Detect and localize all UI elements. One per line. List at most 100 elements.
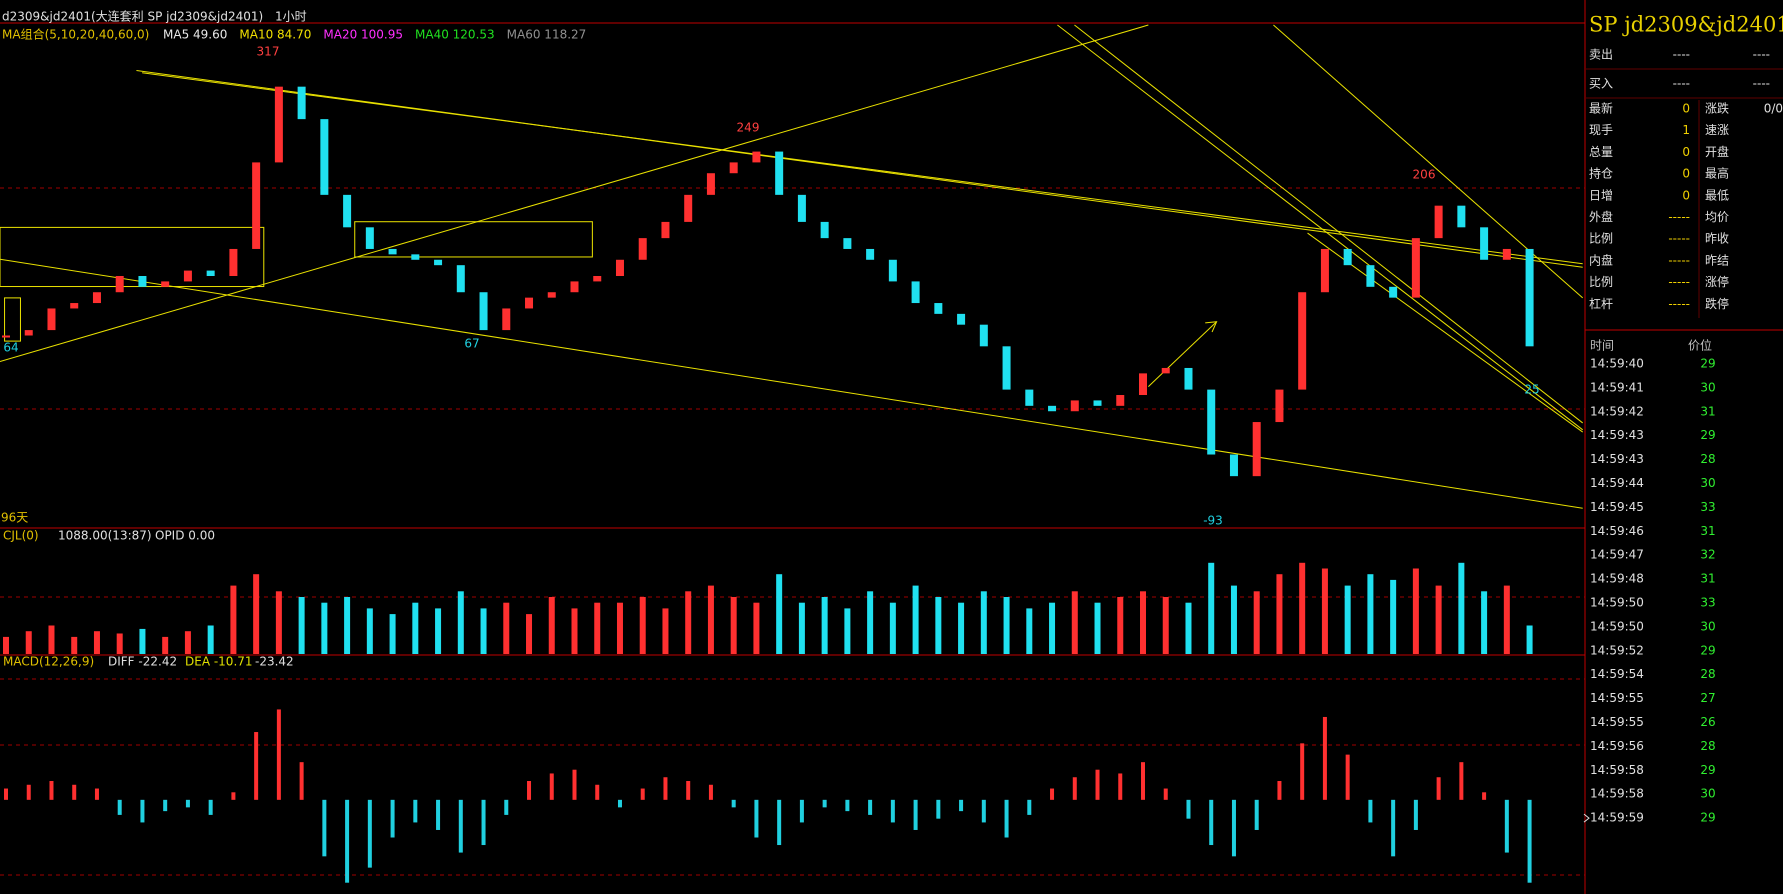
volume-bar	[1094, 602, 1101, 654]
candle	[115, 276, 124, 293]
volume-bar	[1162, 597, 1169, 654]
macd-bar	[708, 784, 713, 800]
candle	[47, 308, 56, 331]
macd-bar	[1231, 799, 1236, 857]
quote-value: 0	[1682, 145, 1690, 159]
trade-price: 29	[1700, 428, 1715, 442]
volume-bar	[798, 602, 805, 654]
macd-bar	[822, 799, 827, 808]
quote-value: 0/0	[1764, 102, 1783, 116]
trade-time: 14:59:48	[1590, 572, 1644, 586]
volume-bar	[25, 631, 32, 654]
trade-time: 14:59:43	[1590, 452, 1644, 466]
volume-bar	[162, 636, 169, 654]
quote-label: 昨结	[1705, 253, 1729, 267]
quote-label: 最低	[1705, 188, 1729, 202]
quote-label: 杠杆	[1589, 296, 1613, 311]
quote-label: 比例	[1589, 232, 1613, 246]
macd-bar	[231, 792, 236, 800]
trend-lines	[0, 24, 1584, 509]
trade-price: 28	[1700, 739, 1715, 753]
volume-bar	[912, 585, 919, 654]
volume-bar	[526, 614, 533, 654]
candle	[570, 281, 579, 293]
candle	[934, 303, 943, 314]
quote-label: 比例	[1589, 275, 1613, 289]
quote-value: -----	[1668, 253, 1690, 267]
candle	[843, 238, 852, 249]
high-marker: 206	[1413, 168, 1436, 182]
volume-bar	[389, 614, 396, 654]
candle	[365, 227, 374, 249]
macd-bar	[185, 799, 190, 808]
macd-bar	[94, 788, 99, 800]
candle	[911, 281, 920, 304]
macd-bar	[1413, 799, 1418, 830]
trade-time: 14:59:44	[1590, 476, 1644, 490]
quote-label: 持仓	[1589, 166, 1613, 181]
volume-bar	[139, 628, 146, 654]
volume-bar	[3, 636, 9, 654]
trade-price: 30	[1700, 619, 1715, 633]
trade-time: 14:59:52	[1590, 643, 1644, 657]
quote-volume: ----	[1753, 48, 1770, 62]
macd-bar	[1004, 799, 1009, 838]
trade-price: 33	[1700, 500, 1715, 514]
trade-price: 33	[1700, 596, 1715, 610]
macd-bar	[1118, 773, 1123, 800]
ma-item: MA20 100.95	[323, 28, 403, 42]
candle	[229, 248, 238, 276]
quote-label: 跌停	[1705, 296, 1729, 311]
volume-bar	[412, 602, 419, 654]
volume-bar	[1003, 597, 1010, 654]
candle	[1048, 405, 1057, 412]
volume-bar	[616, 602, 623, 654]
trade-time: 14:59:55	[1590, 691, 1644, 705]
macd-bar	[595, 784, 600, 800]
trade-time: 14:59:40	[1590, 357, 1644, 371]
volume-bar	[344, 597, 351, 654]
volume-bar	[1435, 585, 1442, 654]
candle	[1093, 400, 1102, 406]
low-marker: -93	[1203, 514, 1223, 528]
quote-title: SP jd2309&jd2401	[1589, 13, 1783, 37]
quote-label: 最新	[1589, 101, 1613, 116]
volume-bar	[116, 633, 123, 654]
volume-bar	[571, 608, 578, 654]
candle	[1389, 286, 1398, 298]
ma-title: MA组合(5,10,20,40,60,0)	[2, 27, 149, 42]
macd-bar	[72, 784, 77, 800]
macd-bar	[868, 799, 873, 815]
timeframe[interactable]: 1小时	[275, 10, 307, 24]
candle	[979, 324, 988, 347]
candle	[1161, 367, 1170, 374]
candle	[525, 297, 534, 309]
volume-bar	[1344, 585, 1351, 654]
volume-bar	[935, 597, 942, 654]
volume-bar	[1117, 597, 1124, 654]
volume-bar	[685, 591, 692, 654]
quote-label: 速涨	[1705, 122, 1729, 137]
volume-bar	[184, 631, 191, 654]
candle	[1184, 367, 1193, 390]
trade-price: 32	[1700, 548, 1715, 562]
macd-bar	[1322, 716, 1327, 800]
macd-bar	[640, 788, 645, 800]
volume-bar	[1140, 591, 1146, 654]
macd-bar	[1095, 769, 1100, 800]
candle	[775, 151, 784, 195]
candle	[706, 173, 715, 195]
trade-time: 14:59:41	[1590, 380, 1644, 394]
trade-price: 29	[1700, 763, 1715, 777]
candle	[1002, 346, 1011, 390]
volume-bar	[776, 574, 783, 654]
candle	[456, 265, 465, 293]
candle	[684, 194, 693, 222]
quote-value: 0	[1682, 188, 1690, 202]
quote-label: 总量	[1589, 145, 1613, 159]
symbol: d2309&jd2401(大连套利 SP jd2309&jd2401)	[2, 9, 263, 24]
macd-bar	[959, 799, 964, 812]
macd-bar	[1391, 799, 1396, 857]
macd-bar	[617, 799, 622, 808]
candle	[1502, 248, 1511, 260]
